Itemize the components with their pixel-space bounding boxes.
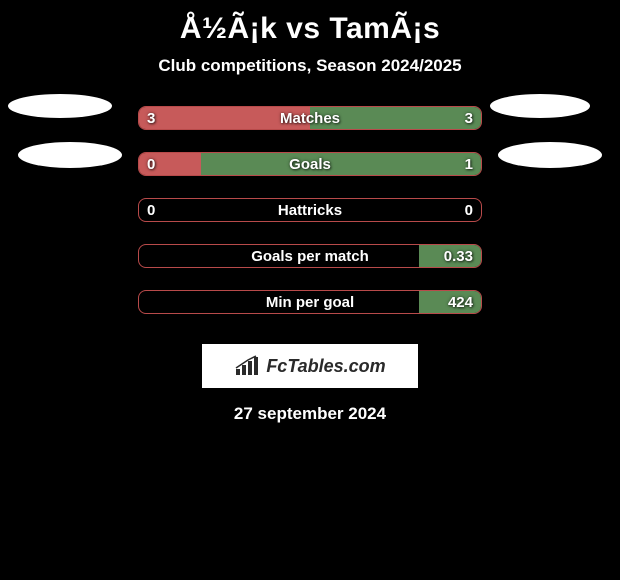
logo-text: FcTables.com [266, 356, 385, 377]
value-left: 0 [147, 153, 155, 176]
metric-bar: 0 0Hattricks [138, 198, 482, 222]
date-label: 27 september 2024 [0, 404, 620, 424]
bar-fill-left [139, 107, 310, 129]
value-right: 0.33 [444, 245, 473, 268]
metric-bar: 424Min per goal [138, 290, 482, 314]
value-right: 1 [465, 153, 473, 176]
metric-bar: 01Goals [138, 152, 482, 176]
value-left: 0 [147, 199, 155, 222]
value-right: 3 [465, 107, 473, 130]
metric-rows: 33Matches01Goals00Hattricks0.33Goals per… [0, 106, 620, 336]
page-title: Å½Ã¡k vs TamÃ¡s [0, 8, 620, 56]
player-right-ellipse [490, 94, 590, 118]
comparison-card: Å½Ã¡k vs TamÃ¡s Club competitions, Seaso… [0, 0, 620, 424]
metric-row: 01Goals [0, 152, 620, 198]
value-right: 424 [448, 291, 473, 314]
metric-row: 0.33Goals per match [0, 244, 620, 290]
value-right: 0 [465, 199, 473, 222]
logo-box[interactable]: FcTables.com [202, 344, 418, 388]
bar-fill-right [310, 107, 481, 129]
metric-row: 0 0Hattricks [0, 198, 620, 244]
player-left-ellipse [8, 94, 112, 118]
chart-icon [234, 355, 262, 377]
metric-label: Hattricks [139, 199, 481, 222]
metric-bar: 0.33Goals per match [138, 244, 482, 268]
value-left: 3 [147, 107, 155, 130]
player-right-ellipse [498, 142, 602, 168]
metric-bar: 33Matches [138, 106, 482, 130]
player-left-ellipse [18, 142, 122, 168]
metric-row: 424Min per goal [0, 290, 620, 336]
bar-fill-right [201, 153, 481, 175]
